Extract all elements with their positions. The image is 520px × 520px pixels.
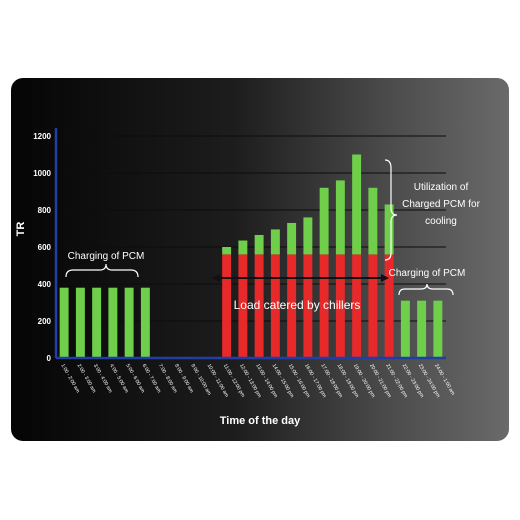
brace-charging-left (65, 263, 139, 278)
bar-pcm (59, 287, 69, 358)
bar-pcm (124, 287, 134, 358)
y-tick-label: 800 (38, 206, 52, 215)
gridlines (56, 135, 446, 322)
bar-pcm (319, 187, 329, 255)
y-tick-label: 600 (38, 243, 52, 252)
y-tick-label: 1000 (33, 169, 51, 178)
bar-pcm (368, 187, 378, 255)
annotation-charging-left: Charging of PCM (68, 251, 145, 262)
bar-pcm (254, 234, 264, 255)
arrow-load-head-left (212, 274, 220, 282)
bar-pcm (140, 287, 150, 358)
bars (59, 154, 443, 358)
bar-pcm (303, 217, 313, 255)
brace-charging-right (398, 283, 454, 296)
bar-pcm (108, 287, 118, 358)
bar-chiller-load (222, 254, 232, 358)
annotation-load-chillers: Load catered by chillers (234, 298, 361, 312)
bar-pcm (92, 287, 102, 358)
tr-bar-chart: 0 200 400 600 800 1000 1200 1:00 - 2:00 am2:00… (15, 128, 481, 427)
annotation-utilization-line-2: Charged PCM for (402, 199, 480, 210)
axes (54, 128, 446, 360)
y-tick-label: 0 (47, 354, 52, 363)
y-tick-label: 200 (38, 317, 52, 326)
bar-pcm (238, 240, 248, 255)
bar-chiller-load (352, 254, 362, 358)
bar-pcm (270, 229, 280, 255)
bar-chiller-load (303, 254, 313, 358)
y-axis-title: TR (15, 222, 27, 237)
bar-pcm (400, 300, 410, 358)
bar-pcm (433, 300, 443, 358)
x-axis-title: Time of the day (220, 415, 301, 427)
bar-pcm (335, 180, 345, 255)
bar-pcm (417, 300, 427, 358)
bar-pcm (384, 204, 394, 255)
annotation-charging-right: Charging of PCM (389, 268, 466, 279)
bar-pcm (75, 287, 85, 358)
bar-chiller-load (254, 254, 264, 358)
bar-pcm (287, 222, 297, 255)
y-tick-labels: 0 200 400 600 800 1000 1200 (33, 132, 51, 363)
bar-chiller-load (384, 254, 394, 358)
y-tick-label: 1200 (33, 132, 51, 141)
bar-chiller-load (238, 254, 248, 358)
brace-utilization (384, 159, 398, 261)
y-tick-label: 400 (38, 280, 52, 289)
annotation-utilization-line-1: Utilization of (414, 182, 469, 193)
bar-chiller-load (368, 254, 378, 358)
arrow-load-head-right (381, 274, 389, 282)
bar-pcm (352, 154, 362, 255)
bar-chiller-load (270, 254, 280, 358)
bar-chiller-load (287, 254, 297, 358)
bar-chiller-load (319, 254, 329, 358)
x-tick-labels: 1:00 - 2:00 am2:00 - 3:00 am3:00 - 4:00 … (59, 363, 455, 399)
bar-pcm (222, 247, 232, 255)
chart-card: 0 200 400 600 800 1000 1200 1:00 - 2:00 am 2:00… (11, 78, 509, 441)
bar-chiller-load (335, 254, 345, 358)
annotation-utilization-line-3: cooling (425, 216, 457, 227)
